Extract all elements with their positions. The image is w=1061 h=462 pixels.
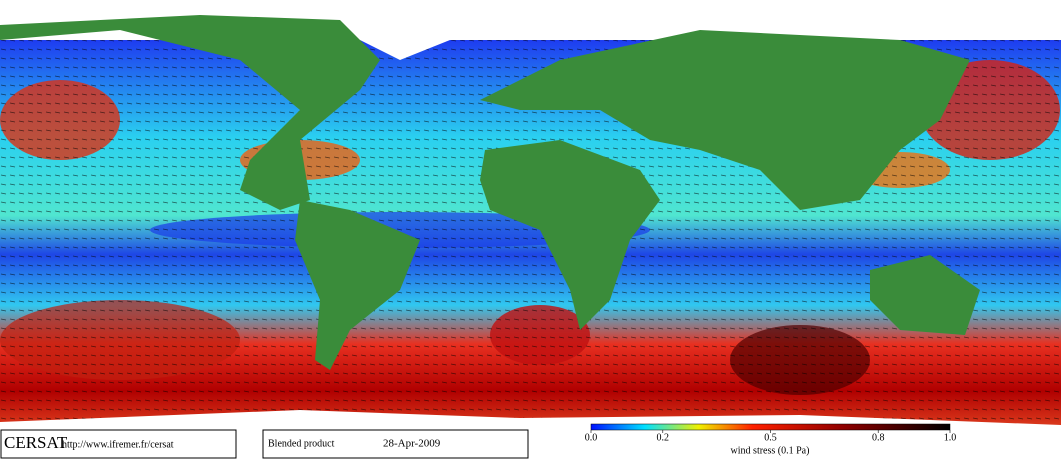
colorbar-tick-label: 0.0: [585, 432, 598, 443]
land: [0, 15, 980, 370]
product-name: Blended product: [268, 438, 335, 449]
logo-url: http://www.ifremer.fr/cersat: [62, 439, 174, 450]
colorbar-label: wind stress (0.1 Pa): [731, 445, 810, 456]
product-date: 28-Apr-2009: [383, 438, 441, 450]
colorbar-ramp: [590, 423, 951, 431]
product-box: Blended product 28-Apr-2009: [262, 429, 529, 459]
colorbar-tick-label: 0.2: [657, 432, 670, 443]
logo-name: CERSAT: [4, 433, 68, 452]
colorbar-tick-label: 1.0: [944, 432, 957, 443]
colorbar-tick-label: 0.8: [872, 432, 885, 443]
colorbar-tick-label: 0.5: [764, 432, 777, 443]
logo-box: CERSAT http://www.ifremer.fr/cersat: [0, 429, 237, 459]
colorbar: wind stress (0.1 Pa) 0.0 0.2 0.5 0.8 1.0: [585, 423, 957, 456]
